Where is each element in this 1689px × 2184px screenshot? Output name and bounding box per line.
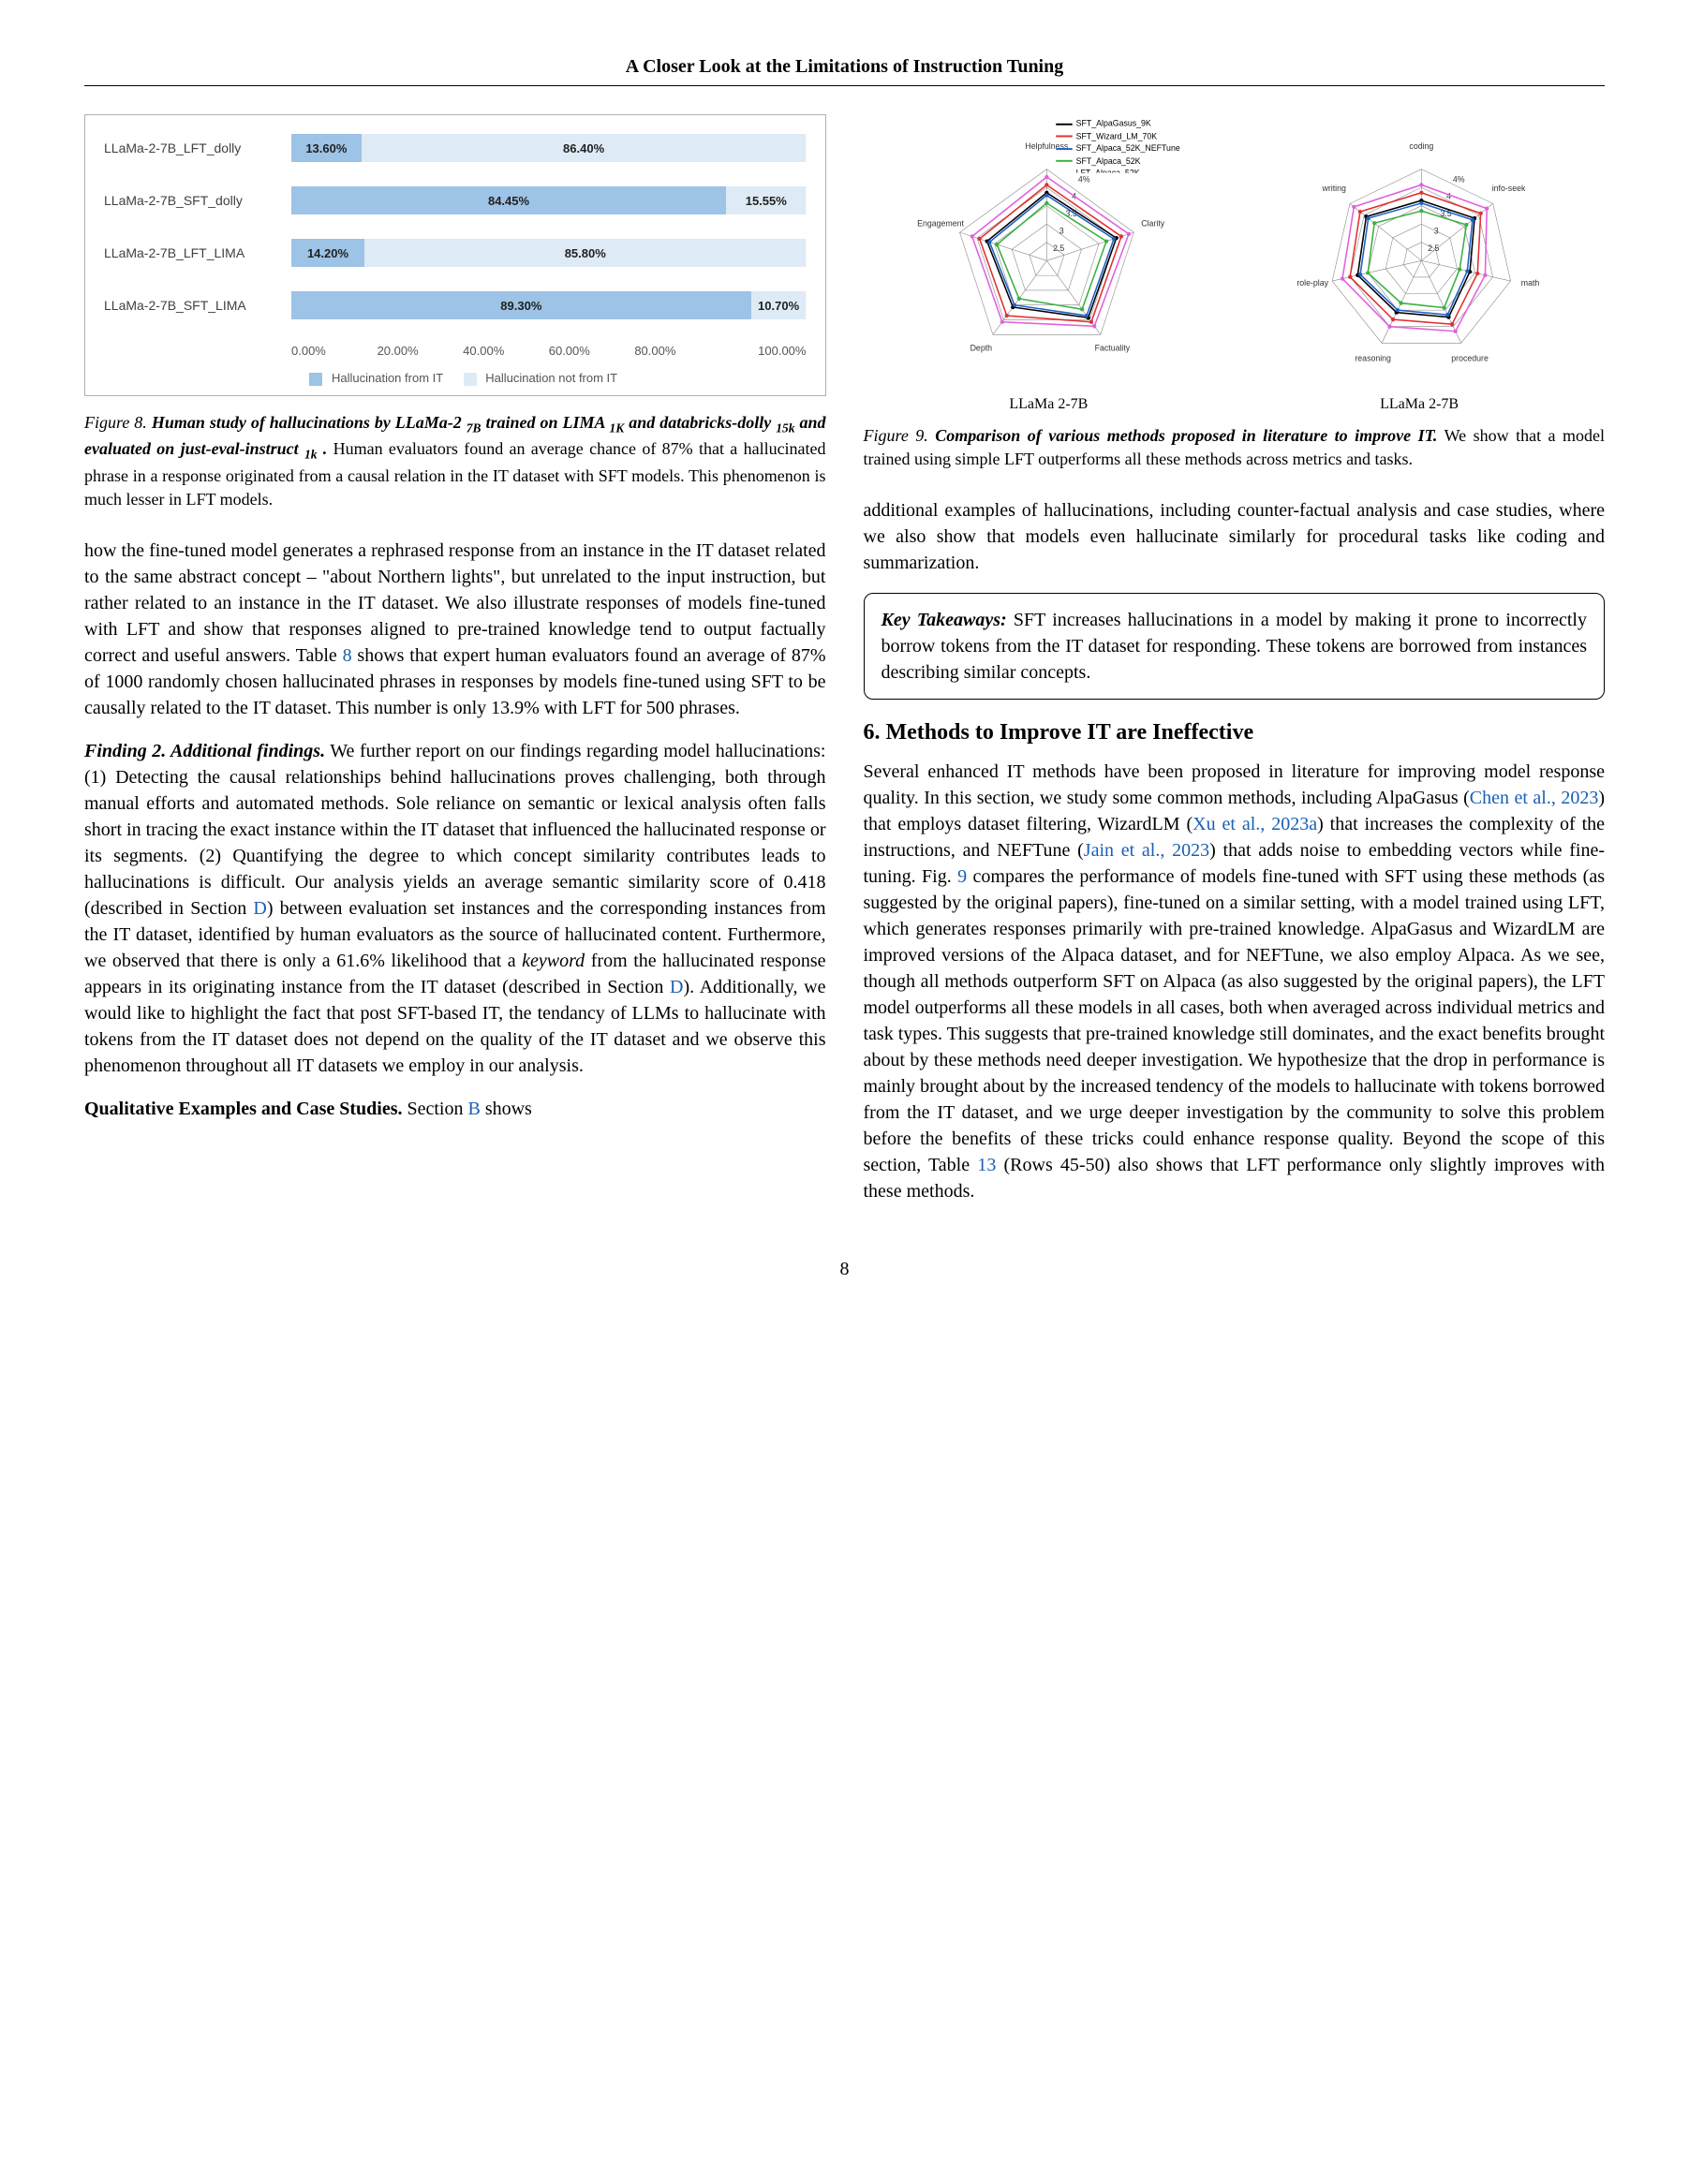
legend-swatch-icon (309, 373, 322, 386)
x-tick: 80.00% (634, 344, 720, 358)
bar-segment-not-from-it: 86.40% (362, 134, 807, 162)
svg-text:4: 4 (1446, 192, 1451, 201)
bar-row: LLaMa-2-7B_SFT_LIMA89.30%10.70% (104, 291, 807, 319)
bar-row: LLaMa-2-7B_LFT_LIMA14.20%85.80% (104, 239, 807, 267)
page-number: 8 (84, 1259, 1605, 1280)
legend-swatch-icon (464, 373, 477, 386)
radar-right-svg: coding info-seek math procedure reasoning rol… (1238, 114, 1605, 389)
ref-link[interactable]: Chen et al., 2023 (1470, 788, 1599, 808)
x-tick: 60.00% (549, 344, 635, 358)
finding-2: Finding 2. Additional findings. We furth… (84, 738, 826, 1079)
bar-track: 13.60%86.40% (291, 134, 807, 162)
radar-left-svg: HelpfulnessClarityFactualityDepthEngagem… (864, 114, 1230, 389)
bar-segment-not-from-it: 10.70% (751, 291, 807, 319)
qualitative-para: Qualitative Examples and Case Studies. S… (84, 1096, 826, 1122)
caption-bold: Comparison of various methods proposed i… (935, 426, 1437, 445)
left-para-1: how the fine-tuned model generates a rep… (84, 538, 826, 721)
bar-category-label: LLaMa-2-7B_LFT_dolly (104, 140, 291, 155)
section-6-heading: 6. Methods to Improve IT are Ineffective (864, 720, 1606, 745)
page-columns: LLaMa-2-7B_LFT_dolly13.60%86.40%LLaMa-2-… (84, 114, 1605, 1221)
svg-text:3: 3 (1434, 226, 1439, 235)
bar-segment-from-it: 13.60% (291, 134, 362, 162)
bar-legend: Hallucination from IT Hallucination not … (104, 371, 807, 386)
key-takeaways-box: Key Takeaways: SFT increases hallucinati… (864, 593, 1606, 700)
bar-track: 84.45%15.55% (291, 186, 807, 214)
svg-text:3: 3 (1059, 226, 1063, 235)
ref-link[interactable]: 8 (343, 645, 352, 666)
x-tick: 100.00% (720, 344, 807, 358)
legend-label: Hallucination from IT (332, 371, 443, 385)
x-tick: 40.00% (463, 344, 549, 358)
radar-panel-label: LLaMa 2-7B (1380, 396, 1459, 413)
ref-link[interactable]: 13 (977, 1155, 996, 1175)
right-column: HelpfulnessClarityFactualityDepthEngagem… (864, 114, 1606, 1221)
svg-text:2.5: 2.5 (1428, 243, 1439, 253)
svg-text:reasoning: reasoning (1356, 354, 1392, 363)
svg-text:coding: coding (1410, 141, 1434, 151)
ref-link[interactable]: Xu et al., 2023a (1193, 814, 1317, 834)
svg-text:2.5: 2.5 (1053, 243, 1064, 253)
running-header: A Closer Look at the Limitations of Inst… (84, 56, 1605, 86)
ref-link[interactable]: D (670, 977, 683, 997)
x-tick: 0.00% (291, 344, 378, 358)
bar-category-label: LLaMa-2-7B_SFT_dolly (104, 193, 291, 208)
finding-heading: Finding 2. Additional findings. (84, 741, 325, 761)
bar-category-label: LLaMa-2-7B_LFT_LIMA (104, 245, 291, 260)
bar-x-axis: 0.00% 20.00% 40.00% 60.00% 80.00% 100.00… (291, 344, 807, 358)
bar-segment-not-from-it: 85.80% (364, 239, 806, 267)
section-6-para: Several enhanced IT methods have been pr… (864, 759, 1606, 1204)
bar-row: LLaMa-2-7B_LFT_dolly13.60%86.40% (104, 134, 807, 162)
svg-text:4%: 4% (1453, 174, 1465, 184)
svg-text:math: math (1521, 278, 1540, 288)
key-heading: Key Takeaways: (882, 610, 1007, 630)
left-column: LLaMa-2-7B_LFT_dolly13.60%86.40%LLaMa-2-… (84, 114, 826, 1221)
bar-segment-from-it: 14.20% (291, 239, 364, 267)
right-para-1: additional examples of hallucinations, i… (864, 497, 1606, 576)
svg-text:procedure: procedure (1452, 354, 1489, 363)
ref-link[interactable]: B (467, 1099, 480, 1119)
bar-track: 14.20%85.80% (291, 239, 807, 267)
figure9-caption: Figure 9. Comparison of various methods … (864, 424, 1606, 471)
figure8-caption: Figure 8. Human study of hallucinations … (84, 411, 826, 511)
ref-link[interactable]: Jain et al., 2023 (1084, 840, 1209, 861)
ref-link[interactable]: 9 (957, 866, 967, 887)
figure-number: Figure 8. (84, 413, 147, 432)
bar-segment-from-it: 84.45% (291, 186, 726, 214)
x-tick: 20.00% (378, 344, 464, 358)
radar-panel-label: LLaMa 2-7B (1009, 396, 1088, 413)
radar-panel-labels: LLaMa 2-7B LLaMa 2-7B (864, 396, 1606, 413)
bar-track: 89.30%10.70% (291, 291, 807, 319)
bar-category-label: LLaMa-2-7B_SFT_LIMA (104, 298, 291, 313)
svg-text:role-play: role-play (1297, 278, 1329, 288)
figure9-chart: HelpfulnessClarityFactualityDepthEngagem… (864, 114, 1606, 389)
svg-text:Factuality: Factuality (1094, 344, 1130, 353)
svg-text:Engagement: Engagement (917, 218, 964, 228)
figure-number: Figure 9. (864, 426, 928, 445)
svg-text:writing: writing (1322, 184, 1346, 193)
svg-text:info-seek: info-seek (1492, 184, 1526, 193)
svg-text:Clarity: Clarity (1141, 218, 1164, 228)
ref-link[interactable]: D (253, 898, 266, 919)
svg-text:Depth: Depth (970, 344, 992, 353)
bar-row: LLaMa-2-7B_SFT_dolly84.45%15.55% (104, 186, 807, 214)
bar-segment-not-from-it: 15.55% (726, 186, 806, 214)
para-heading: Qualitative Examples and Case Studies. (84, 1099, 402, 1119)
figure8-chart: LLaMa-2-7B_LFT_dolly13.60%86.40%LLaMa-2-… (84, 114, 826, 396)
bar-segment-from-it: 89.30% (291, 291, 751, 319)
svg-text:4%: 4% (1077, 174, 1089, 184)
legend-label: Hallucination not from IT (485, 371, 617, 385)
